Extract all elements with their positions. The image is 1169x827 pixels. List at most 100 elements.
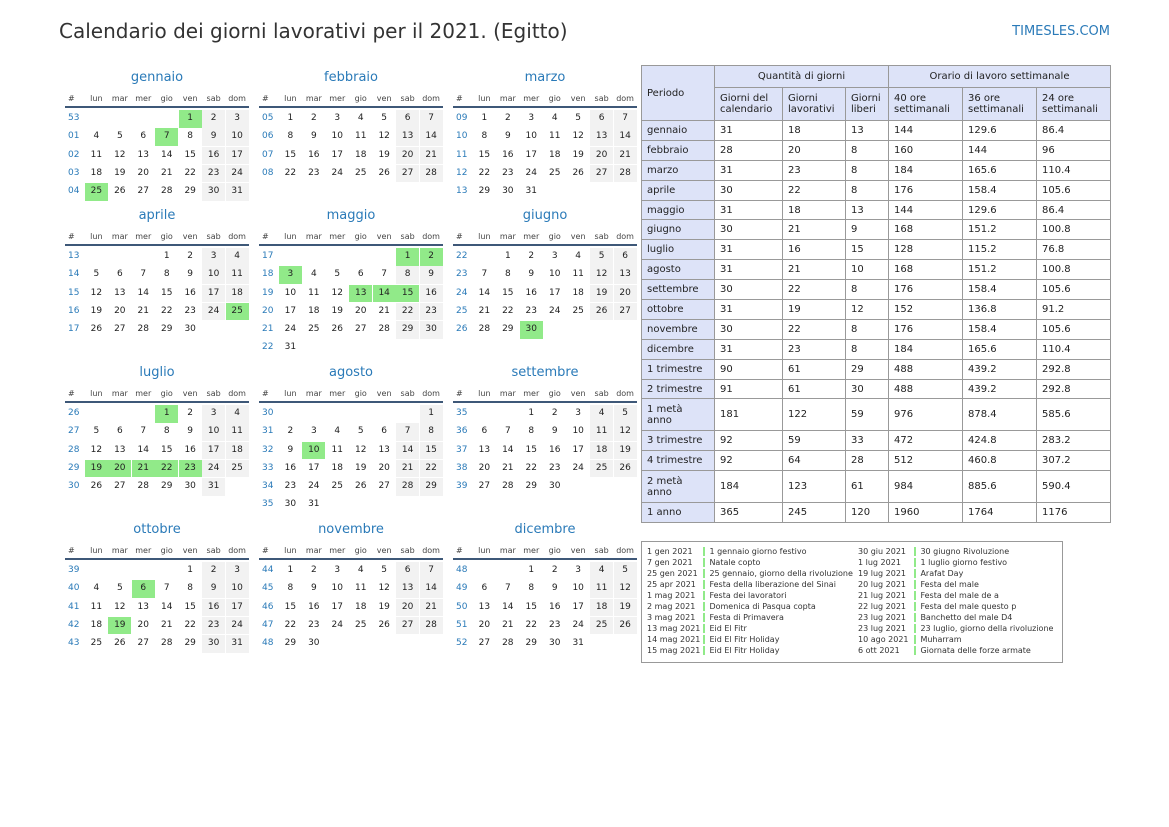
day-cell[interactable]: 18: [572, 287, 584, 298]
day-cell[interactable]: 21: [160, 167, 173, 178]
day-cell[interactable]: 22: [525, 462, 537, 473]
day-cell[interactable]: 25: [225, 459, 249, 478]
day-cell[interactable]: 18: [354, 149, 367, 160]
day-cell[interactable]: [302, 405, 325, 423]
day-cell[interactable]: 24: [572, 619, 584, 630]
day-cell[interactable]: 20: [478, 619, 491, 630]
day-cell[interactable]: 5: [381, 565, 388, 575]
day-cell[interactable]: 16: [548, 601, 561, 612]
day-cell[interactable]: 12: [613, 580, 637, 598]
day-cell[interactable]: 11: [590, 580, 614, 598]
day-cell[interactable]: 18: [548, 149, 561, 160]
day-cell[interactable]: 25: [572, 305, 584, 316]
day-cell[interactable]: 22: [155, 459, 179, 478]
day-cell[interactable]: [85, 110, 108, 128]
day-cell[interactable]: [590, 478, 613, 496]
day-cell[interactable]: [473, 562, 496, 580]
day-cell[interactable]: 4: [310, 269, 317, 280]
day-cell[interactable]: 13: [137, 601, 149, 612]
day-cell[interactable]: 18: [90, 167, 103, 178]
day-cell[interactable]: 19: [378, 601, 390, 612]
day-cell[interactable]: 23: [419, 302, 443, 321]
day-cell[interactable]: 15: [284, 149, 297, 160]
day-cell[interactable]: 27: [613, 302, 637, 321]
day-cell[interactable]: 25: [548, 167, 561, 178]
day-cell[interactable]: 9: [202, 580, 226, 598]
day-cell[interactable]: 16: [525, 287, 537, 298]
day-cell[interactable]: 19: [331, 305, 343, 316]
day-cell[interactable]: 14: [502, 601, 514, 612]
day-cell[interactable]: 23: [308, 619, 320, 630]
day-cell[interactable]: 13: [137, 149, 149, 160]
day-cell[interactable]: 21: [502, 619, 514, 630]
day-cell[interactable]: 3: [278, 266, 302, 284]
day-cell[interactable]: [202, 321, 225, 339]
day-cell[interactable]: 3: [528, 113, 535, 123]
day-cell[interactable]: 23: [178, 459, 202, 478]
day-cell[interactable]: 22: [284, 167, 297, 178]
day-cell[interactable]: [567, 321, 590, 339]
day-cell[interactable]: 20: [378, 462, 390, 473]
day-cell[interactable]: 4: [575, 251, 582, 261]
day-cell[interactable]: 7: [504, 583, 511, 594]
day-cell[interactable]: [396, 339, 419, 357]
day-cell[interactable]: 15: [502, 287, 514, 298]
day-cell[interactable]: 16: [419, 284, 443, 303]
day-cell[interactable]: 25: [84, 183, 108, 201]
day-cell[interactable]: 25: [590, 459, 614, 478]
day-cell[interactable]: 26: [354, 481, 367, 492]
day-cell[interactable]: 5: [334, 269, 341, 280]
day-cell[interactable]: 12: [572, 131, 584, 142]
day-cell[interactable]: 24: [284, 324, 297, 335]
day-cell[interactable]: 13: [378, 444, 390, 455]
day-cell[interactable]: 6: [116, 426, 123, 437]
day-cell[interactable]: 9: [551, 426, 558, 437]
day-cell[interactable]: 30: [202, 183, 226, 201]
day-cell[interactable]: 29: [184, 638, 196, 649]
day-cell[interactable]: 24: [548, 305, 561, 316]
day-cell[interactable]: 22: [184, 167, 196, 178]
day-cell[interactable]: 19: [84, 459, 108, 478]
day-cell[interactable]: 13: [396, 580, 420, 598]
day-cell[interactable]: 21: [160, 619, 173, 630]
day-cell[interactable]: 18: [225, 284, 249, 303]
day-cell[interactable]: 7: [419, 110, 443, 128]
day-cell[interactable]: 18: [331, 462, 343, 473]
day-cell[interactable]: 27: [137, 186, 149, 197]
day-cell[interactable]: 8: [187, 583, 194, 594]
day-cell[interactable]: 1: [163, 251, 170, 261]
day-cell[interactable]: 25: [354, 619, 367, 630]
day-cell[interactable]: [567, 183, 590, 201]
day-cell[interactable]: 7: [381, 269, 388, 280]
day-cell[interactable]: 11: [590, 423, 614, 441]
day-cell[interactable]: 2: [310, 565, 317, 575]
day-cell[interactable]: 8: [163, 426, 170, 437]
day-cell[interactable]: 3: [202, 248, 226, 266]
day-cell[interactable]: 23: [308, 167, 320, 178]
day-cell[interactable]: [85, 562, 108, 580]
day-cell[interactable]: 17: [572, 444, 584, 455]
day-cell[interactable]: [326, 496, 349, 514]
day-cell[interactable]: 20: [613, 284, 637, 303]
day-cell[interactable]: 8: [528, 426, 535, 437]
day-cell[interactable]: 25: [90, 638, 103, 649]
day-cell[interactable]: 28: [160, 186, 173, 197]
day-cell[interactable]: 6: [116, 269, 123, 280]
day-cell[interactable]: 8: [419, 423, 443, 441]
day-cell[interactable]: 17: [225, 598, 249, 617]
day-cell[interactable]: 4: [590, 562, 614, 580]
day-cell[interactable]: 28: [613, 164, 637, 183]
day-cell[interactable]: 26: [572, 167, 584, 178]
day-cell[interactable]: 26: [613, 459, 637, 478]
day-cell[interactable]: 30: [419, 321, 443, 339]
day-cell[interactable]: 9: [202, 128, 226, 146]
day-cell[interactable]: 21: [419, 146, 443, 165]
day-cell[interactable]: 26: [114, 638, 126, 649]
day-cell[interactable]: 23: [202, 164, 226, 183]
day-cell[interactable]: 9: [187, 426, 194, 437]
day-cell[interactable]: 23: [284, 481, 297, 492]
day-cell[interactable]: 28: [137, 481, 149, 492]
day-cell[interactable]: 1: [528, 408, 535, 418]
day-cell[interactable]: 6: [381, 426, 388, 437]
day-cell[interactable]: 30: [184, 324, 196, 335]
